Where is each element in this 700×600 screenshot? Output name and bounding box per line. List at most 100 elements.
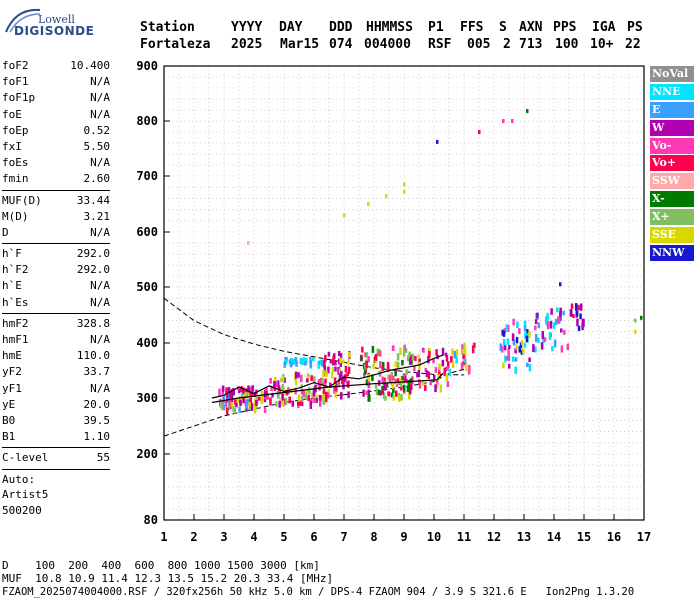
echo-point xyxy=(265,387,268,392)
header-field: 22 xyxy=(625,37,641,52)
echo-point xyxy=(327,366,330,374)
header-field: 074 xyxy=(329,37,353,52)
echo-point xyxy=(414,356,417,361)
echo-point xyxy=(324,391,328,400)
legend-item: NNW xyxy=(650,244,694,261)
echo-point xyxy=(471,345,475,354)
echo-point xyxy=(365,352,368,358)
echo-point xyxy=(514,357,518,362)
echo-point xyxy=(512,318,515,326)
echo-point xyxy=(301,360,304,365)
x-tick-label: 7 xyxy=(340,530,347,544)
echo-point xyxy=(309,356,312,364)
echo-point xyxy=(342,359,345,364)
header-field: S xyxy=(499,20,507,35)
echo-point xyxy=(305,389,309,394)
echo-point xyxy=(365,360,368,369)
param-value: 33.44 xyxy=(76,193,110,207)
echo-point xyxy=(377,389,381,396)
param-row: foEp 0.52 xyxy=(2,123,110,139)
echo-point xyxy=(379,350,382,357)
echo-point xyxy=(281,383,284,390)
param-name: yF1 xyxy=(2,381,22,395)
echo-point xyxy=(362,389,365,397)
echo-point xyxy=(523,320,527,326)
echo-point xyxy=(522,348,525,354)
echo-point xyxy=(347,366,351,374)
echo-point xyxy=(323,360,326,369)
echo-point xyxy=(310,375,313,382)
echo-point xyxy=(312,357,315,362)
echo-point xyxy=(445,354,449,362)
echo-point xyxy=(451,361,455,369)
param-value: 292.0 xyxy=(76,247,110,261)
echo-point xyxy=(399,347,402,356)
echo-point xyxy=(257,396,261,401)
echo-point xyxy=(400,394,403,401)
echo-point xyxy=(312,397,315,404)
echo-point xyxy=(437,367,441,375)
echo-point xyxy=(271,392,274,398)
echo-point xyxy=(235,403,238,408)
echo-point xyxy=(378,370,381,375)
echo-point xyxy=(229,391,232,399)
chart-grid xyxy=(163,65,645,520)
echo-point xyxy=(511,119,514,123)
echo-point xyxy=(528,330,531,339)
param-row: fxI 5.50 xyxy=(2,139,110,155)
echo-point xyxy=(381,385,384,391)
echo-point xyxy=(330,371,334,379)
echo-point xyxy=(542,336,545,344)
echo-point xyxy=(269,397,272,406)
echo-point xyxy=(384,395,387,401)
echo-point xyxy=(244,392,247,400)
echo-point xyxy=(318,399,322,407)
y-tick-label: 800 xyxy=(136,114,158,128)
param-name: M(D) xyxy=(2,209,29,223)
echo-point xyxy=(347,359,350,365)
echo-point xyxy=(381,376,384,384)
echo-point xyxy=(540,342,544,350)
echo-point xyxy=(402,384,406,392)
echo-point xyxy=(411,376,414,385)
x-tick-label: 9 xyxy=(400,530,407,544)
echo-point xyxy=(297,372,300,378)
param-row: C-level 55 xyxy=(2,450,110,466)
param-name: D xyxy=(2,225,9,239)
echo-point xyxy=(360,356,363,362)
echo-point xyxy=(323,365,327,372)
echo-point xyxy=(344,365,348,373)
echo-point xyxy=(550,308,553,315)
echo-point xyxy=(338,368,342,376)
echo-point xyxy=(343,213,346,218)
echo-point xyxy=(574,303,578,311)
echo-point xyxy=(263,397,267,403)
header-field: 713 xyxy=(519,37,543,52)
echo-point xyxy=(407,355,410,362)
echo-point xyxy=(347,391,350,399)
param-name: fxI xyxy=(2,139,22,153)
echo-point xyxy=(232,405,235,412)
echo-point xyxy=(334,385,338,391)
header-field: RSF xyxy=(428,37,452,52)
echo-point xyxy=(404,347,408,353)
echo-point xyxy=(570,303,574,310)
echo-point xyxy=(361,346,364,353)
echo-point xyxy=(275,401,278,407)
echo-point xyxy=(228,400,232,407)
echo-point xyxy=(329,359,333,364)
echo-point xyxy=(511,356,515,362)
echo-point xyxy=(364,363,367,370)
echo-point xyxy=(448,368,451,376)
echo-point xyxy=(260,397,264,405)
param-value: N/A xyxy=(90,225,110,239)
echo-point xyxy=(508,344,511,349)
echo-point xyxy=(339,360,342,367)
echo-point xyxy=(418,361,421,370)
echo-point xyxy=(273,381,276,389)
echo-point xyxy=(502,330,506,337)
echo-point xyxy=(334,361,337,366)
echo-point xyxy=(552,322,556,329)
echo-point xyxy=(263,407,267,414)
